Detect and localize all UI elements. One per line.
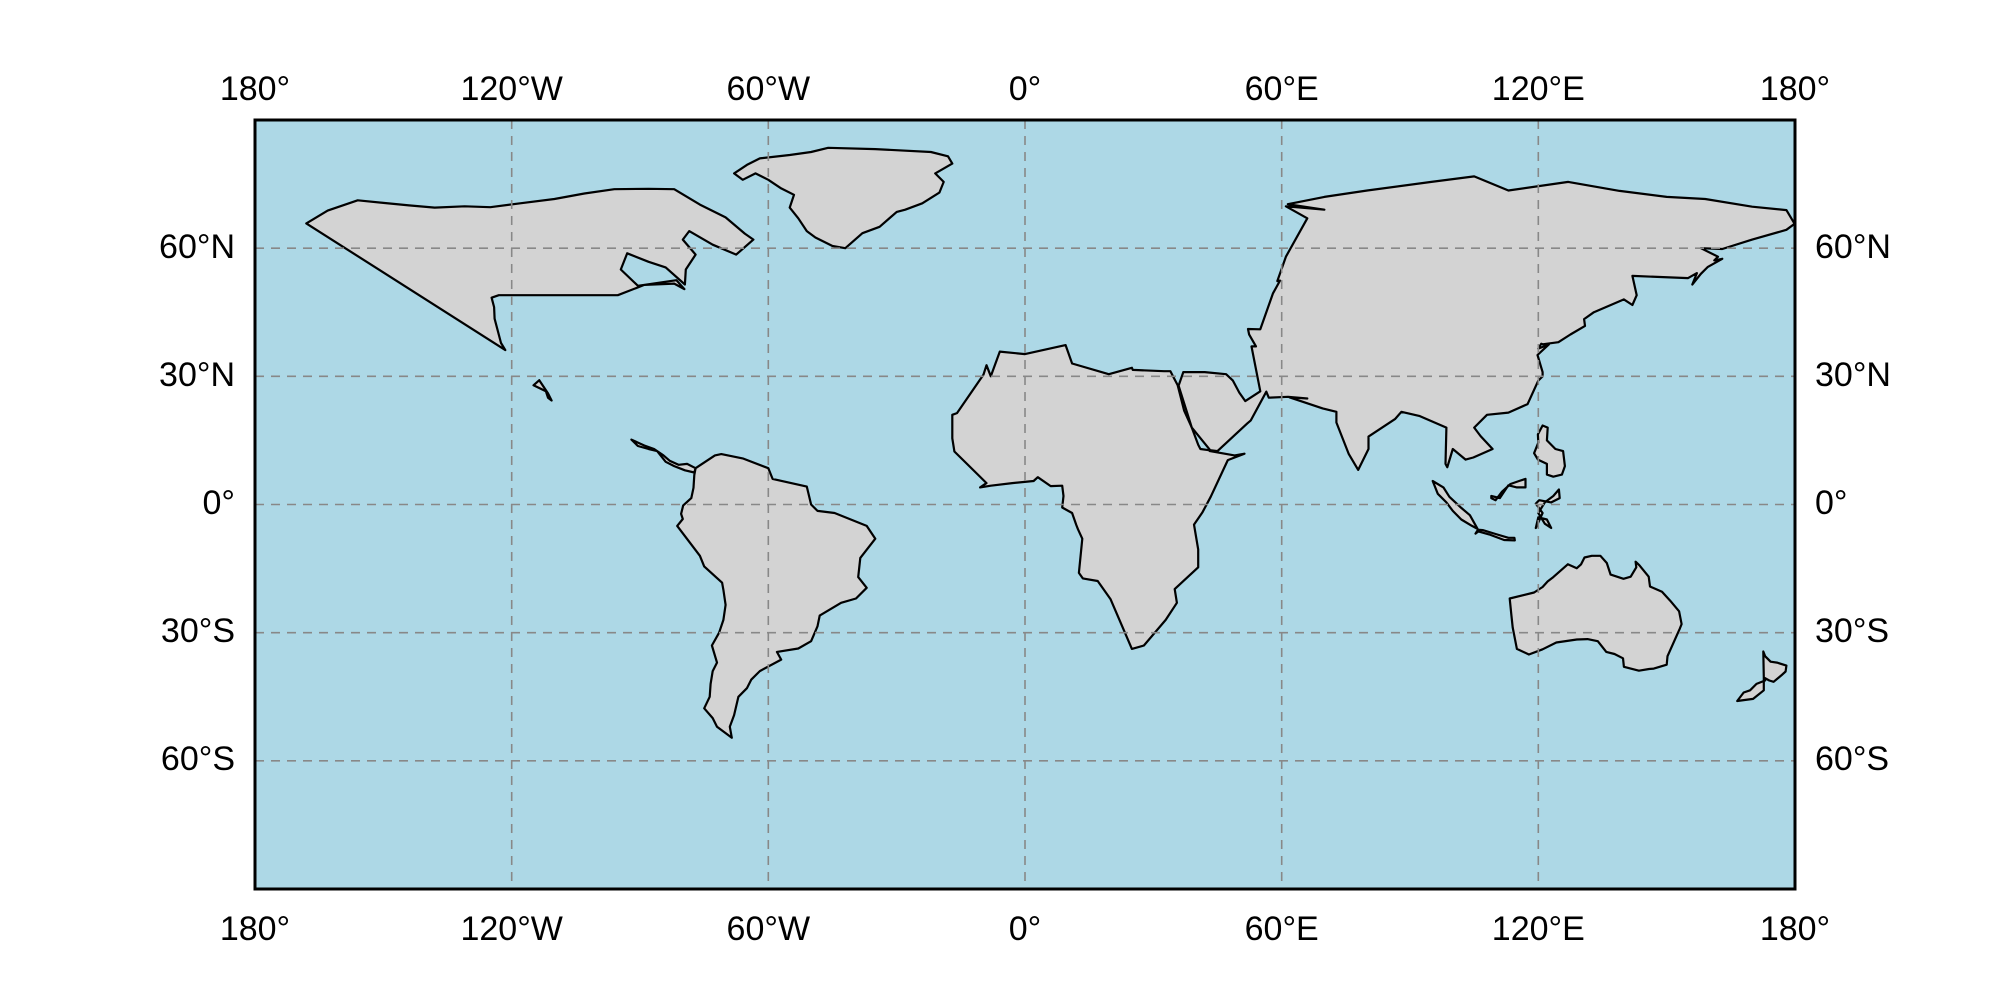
- svg-text:30°N: 30°N: [1815, 356, 1891, 394]
- svg-text:0°: 0°: [1009, 70, 1042, 108]
- svg-text:180°: 180°: [1760, 910, 1830, 948]
- svg-text:120°W: 120°W: [460, 70, 562, 108]
- svg-text:60°E: 60°E: [1245, 70, 1319, 108]
- svg-text:30°S: 30°S: [1815, 612, 1889, 650]
- svg-text:60°S: 60°S: [161, 740, 235, 778]
- svg-text:60°E: 60°E: [1245, 910, 1319, 948]
- svg-text:0°: 0°: [1009, 910, 1042, 948]
- svg-text:180°: 180°: [220, 70, 290, 108]
- svg-text:180°: 180°: [1760, 70, 1830, 108]
- svg-text:0°: 0°: [1815, 484, 1848, 522]
- svg-text:60°N: 60°N: [159, 228, 235, 266]
- svg-text:180°: 180°: [220, 910, 290, 948]
- svg-text:30°N: 30°N: [159, 356, 235, 394]
- svg-text:60°W: 60°W: [727, 70, 811, 108]
- svg-text:30°S: 30°S: [161, 612, 235, 650]
- svg-text:120°E: 120°E: [1492, 910, 1585, 948]
- svg-text:60°W: 60°W: [727, 910, 811, 948]
- svg-text:0°: 0°: [202, 484, 235, 522]
- svg-text:120°E: 120°E: [1492, 70, 1585, 108]
- svg-text:120°W: 120°W: [460, 910, 562, 948]
- svg-text:60°N: 60°N: [1815, 228, 1891, 266]
- svg-text:60°S: 60°S: [1815, 740, 1889, 778]
